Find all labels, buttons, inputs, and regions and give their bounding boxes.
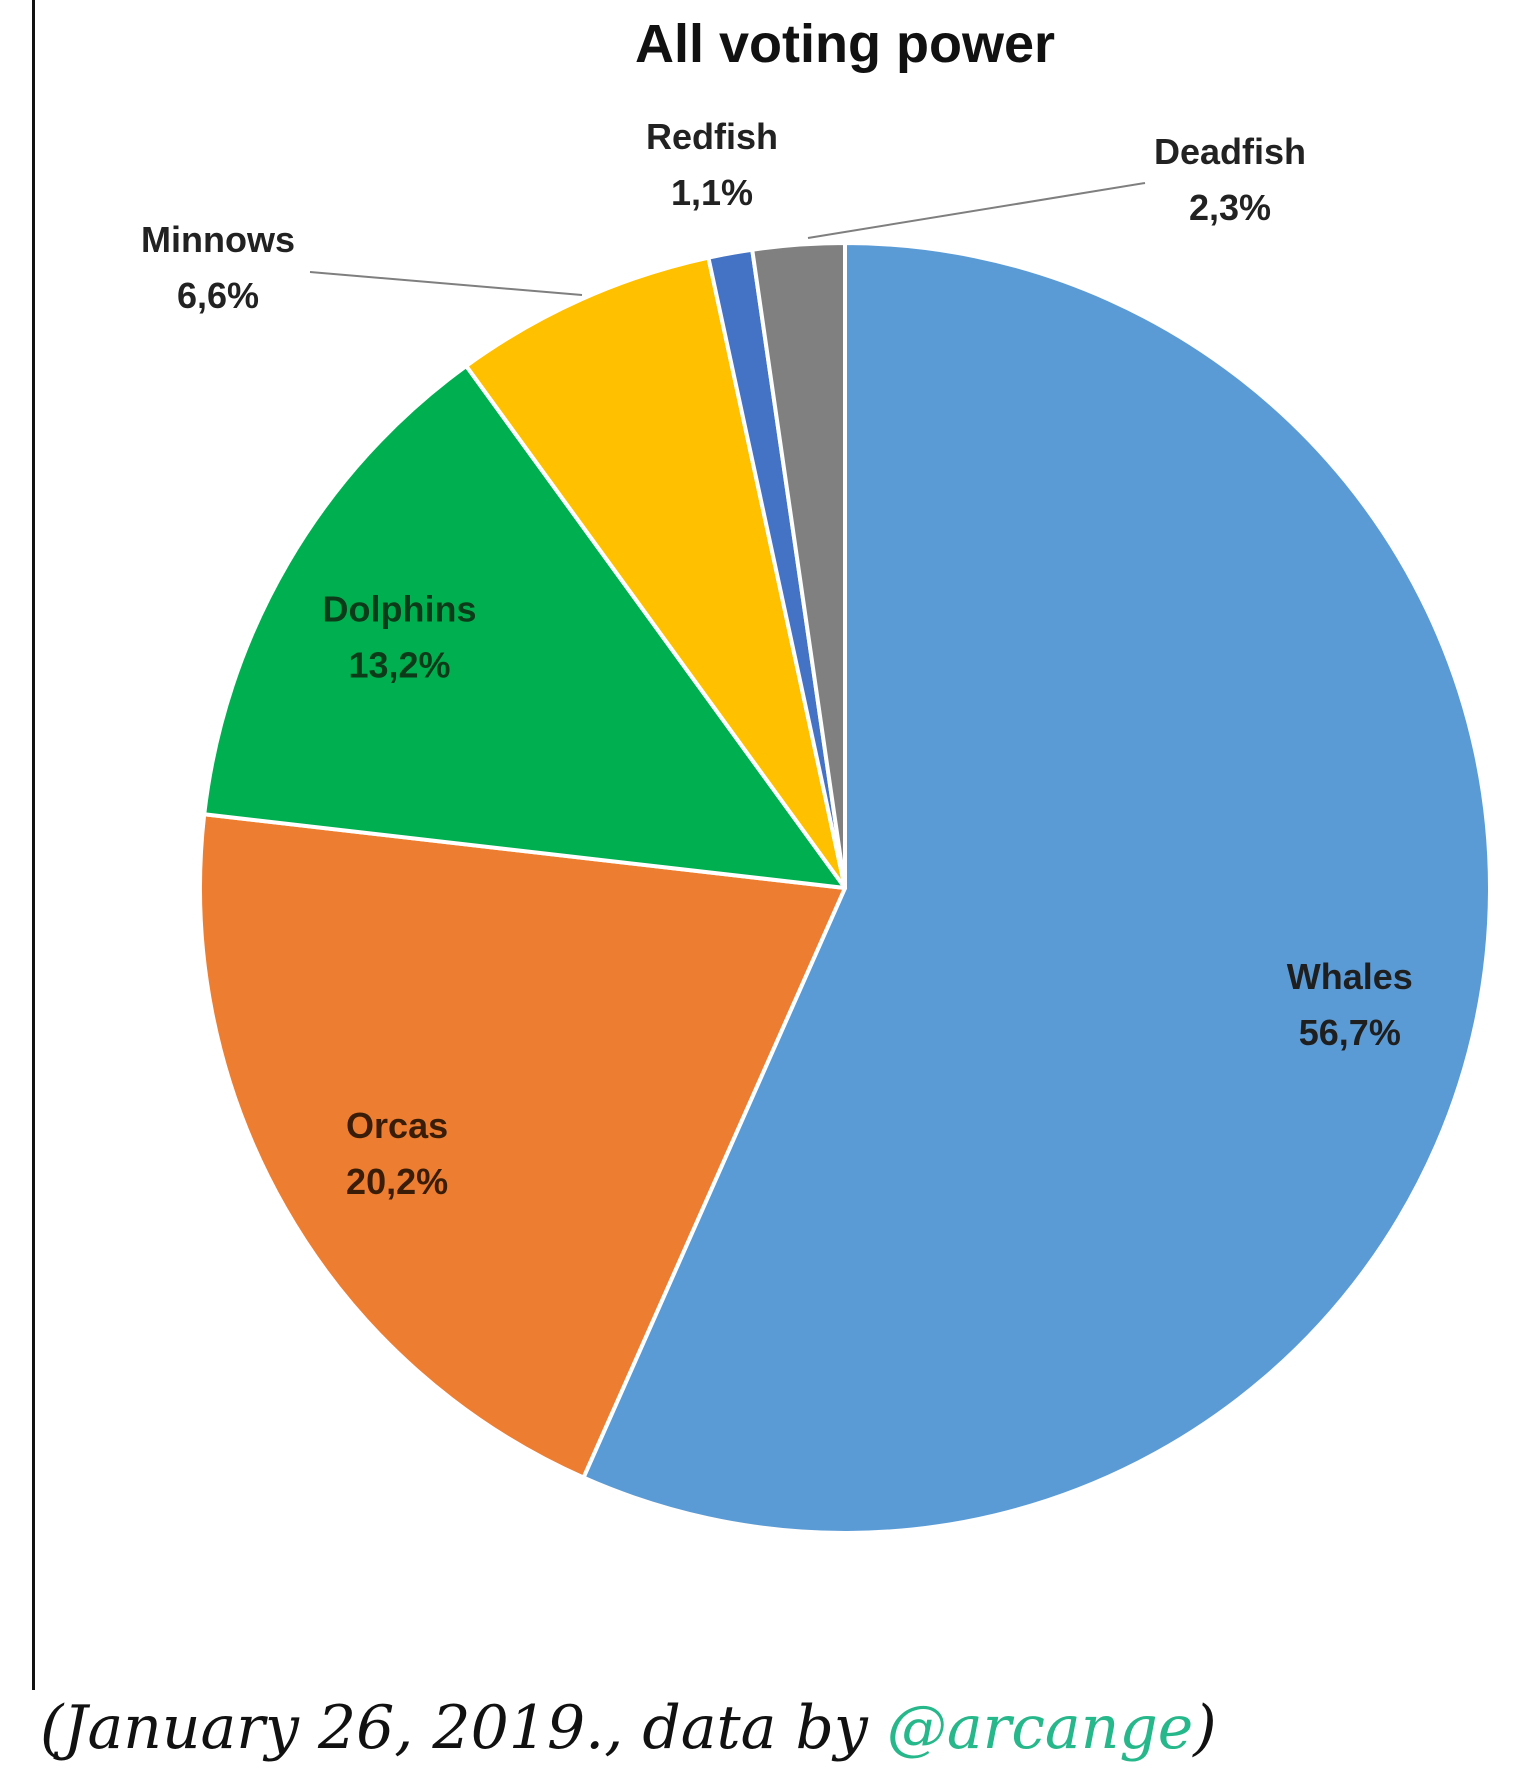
left-border-line — [32, 0, 35, 1690]
chart-caption: (January 26, 2019., data by @arcange) — [40, 1692, 1217, 1764]
slice-value-redfish: 1,1% — [671, 172, 753, 213]
slice-value-minnows: 6,6% — [177, 275, 259, 316]
pie-slice-orcas — [198, 812, 847, 1480]
slice-label-orcas: Orcas — [346, 1105, 448, 1146]
voting-power-pie-chart: All voting power Whales 56,7% Orcas 20,2% Do… — [141, 14, 1492, 1535]
pie-slice-deadfish — [750, 241, 847, 890]
caption-prefix: (January 26, 2019., data by — [40, 1693, 887, 1763]
pie-slice-minnows — [464, 255, 847, 890]
leader-line-minnows — [309, 271, 583, 296]
slice-value-orcas: 20,2% — [346, 1161, 448, 1202]
slice-label-dolphins: Dolphins — [323, 589, 477, 630]
leader-line-deadfish — [807, 182, 1146, 239]
slice-label-redfish: Redfish — [646, 116, 778, 157]
caption-suffix: ) — [1193, 1693, 1217, 1763]
pie-slice-dolphins — [202, 363, 847, 890]
slice-value-deadfish: 2,3% — [1189, 187, 1271, 228]
chart-title: All voting power — [635, 14, 1055, 74]
slice-label-whales: Whales — [1287, 956, 1413, 997]
author-link[interactable]: @arcange — [886, 1693, 1194, 1763]
slice-value-whales: 56,7% — [1299, 1012, 1401, 1053]
slice-value-dolphins: 13,2% — [348, 645, 450, 686]
pie-slice-whales — [581, 241, 1492, 1535]
slice-label-deadfish: Deadfish — [1154, 131, 1306, 172]
slice-label-minnows: Minnows — [141, 219, 295, 260]
